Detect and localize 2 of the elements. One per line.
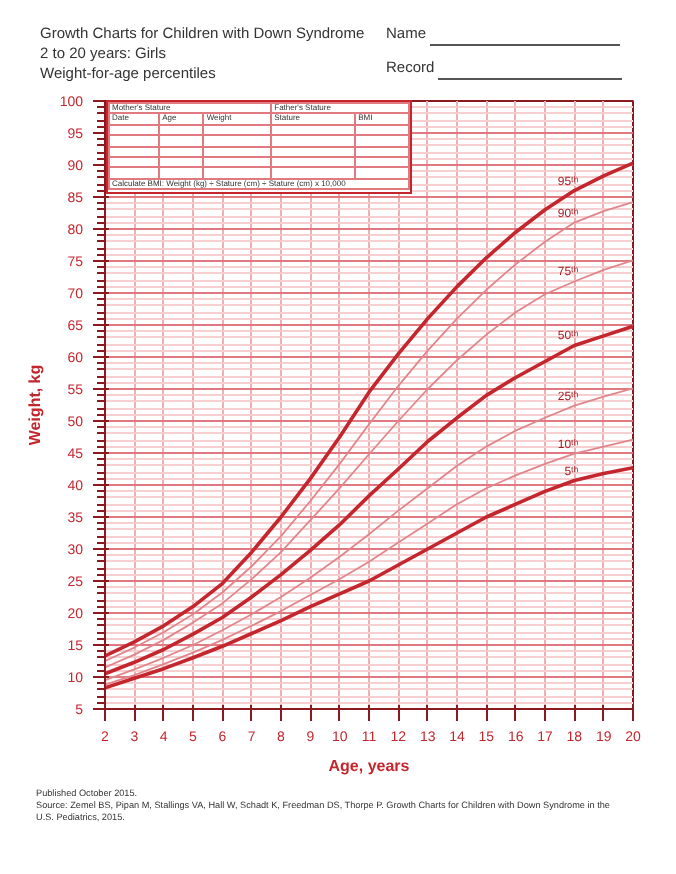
x-axis-title: Age, years (328, 757, 411, 775)
y-axis-title: Weight, kg (25, 364, 44, 446)
